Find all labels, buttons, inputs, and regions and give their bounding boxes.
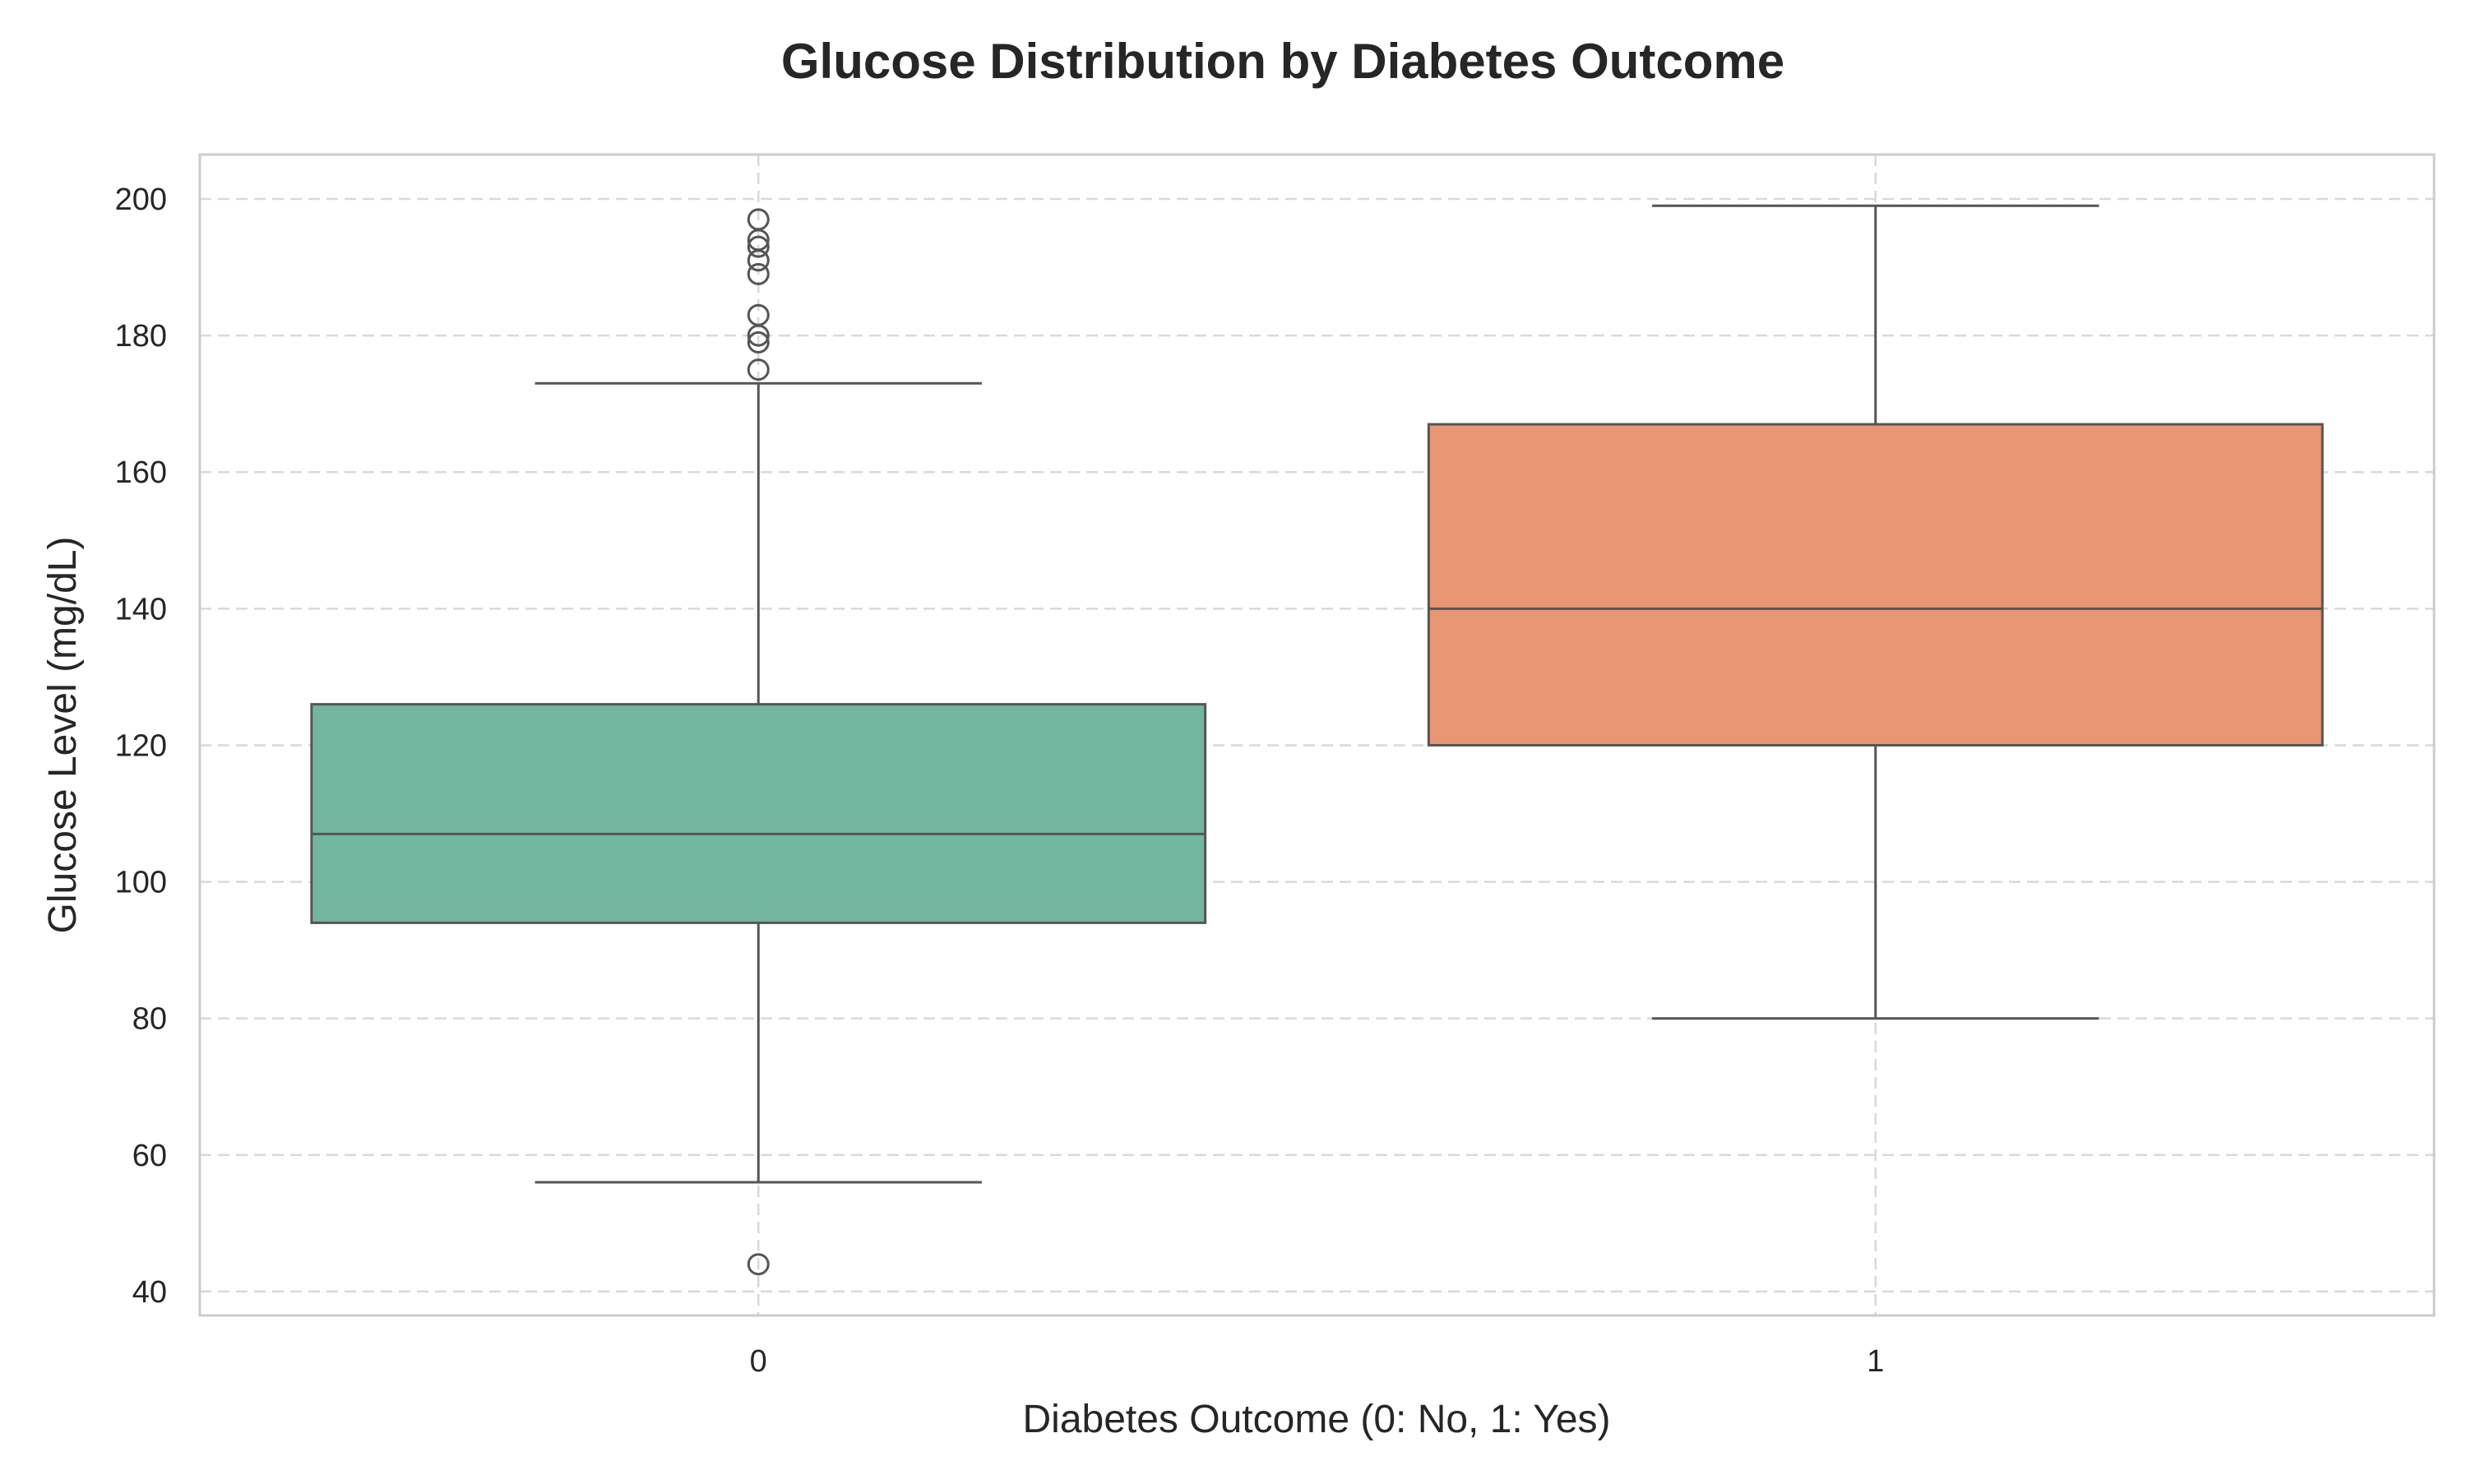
x-axis-label: Diabetes Outcome (0: No, 1: Yes) bbox=[1022, 1398, 1610, 1441]
x-tick-label: 1 bbox=[1867, 1344, 1884, 1379]
outlier-point bbox=[747, 1253, 770, 1276]
outlier-point bbox=[747, 358, 770, 381]
y-tick-label: 100 bbox=[115, 866, 167, 900]
y-tick-label: 200 bbox=[115, 183, 167, 217]
outlier-point bbox=[747, 262, 770, 285]
chart-title: Glucose Distribution by Diabetes Outcome bbox=[781, 34, 1784, 89]
outlier-point bbox=[747, 208, 770, 231]
y-axis-label: Glucose Level (mg/dL) bbox=[41, 537, 85, 934]
outlier-point bbox=[747, 303, 770, 326]
y-tick-label: 40 bbox=[132, 1275, 167, 1310]
y-tick-label: 160 bbox=[115, 455, 167, 490]
box-group-0 bbox=[310, 208, 1207, 1276]
tick-layer: 40 60 80 100 120 140 160 180 200 0 1 bbox=[115, 183, 1885, 1379]
iqr-box bbox=[1427, 423, 2324, 747]
box-group-1 bbox=[1427, 204, 2324, 1020]
y-tick-label: 60 bbox=[132, 1139, 167, 1173]
iqr-box bbox=[310, 703, 1207, 924]
y-tick-label: 140 bbox=[115, 592, 167, 626]
x-tick-label: 0 bbox=[750, 1344, 767, 1379]
y-tick-label: 120 bbox=[115, 728, 167, 763]
box-layer bbox=[310, 204, 2324, 1276]
y-tick-label: 180 bbox=[115, 319, 167, 354]
y-tick-label: 80 bbox=[132, 1002, 167, 1037]
outlier-point bbox=[747, 235, 770, 258]
plot-frame bbox=[198, 153, 2436, 1317]
outlier-point bbox=[747, 331, 770, 354]
